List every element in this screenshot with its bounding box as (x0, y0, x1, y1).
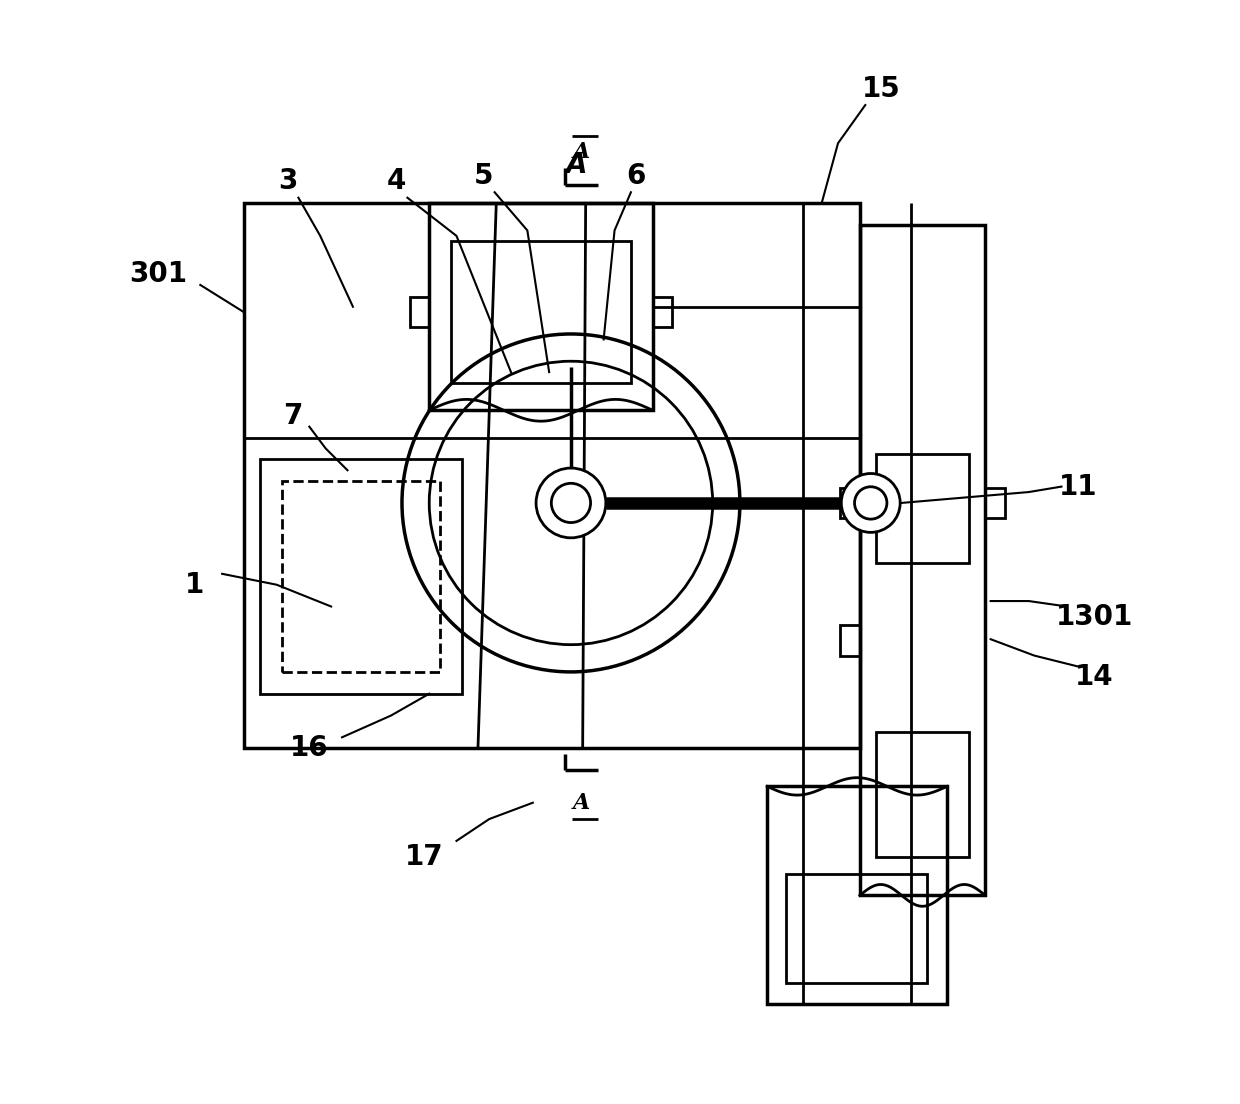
Bar (244, 203, 859, 749)
Text: A: A (573, 141, 590, 163)
Circle shape (552, 484, 590, 522)
Bar (877, 454, 968, 563)
Text: 6: 6 (626, 162, 646, 190)
Text: 4: 4 (387, 168, 407, 195)
Text: 3: 3 (278, 168, 298, 195)
Bar (986, 488, 1004, 518)
Circle shape (536, 468, 606, 538)
Text: A: A (573, 792, 590, 814)
Text: 15: 15 (862, 75, 901, 103)
Bar (409, 297, 429, 328)
Bar (841, 625, 859, 656)
Text: 14: 14 (1075, 664, 1114, 691)
Bar (768, 786, 947, 1005)
Bar (451, 242, 631, 383)
Text: 1301: 1301 (1055, 604, 1133, 631)
Bar (429, 203, 652, 411)
Circle shape (841, 474, 900, 532)
Bar (877, 732, 968, 857)
Text: 17: 17 (404, 843, 443, 871)
Text: 7: 7 (283, 402, 303, 429)
Bar (859, 225, 986, 895)
Text: 16: 16 (290, 734, 329, 762)
Bar (786, 873, 928, 983)
Text: A: A (565, 151, 588, 179)
Text: 301: 301 (129, 261, 187, 288)
Bar (260, 459, 463, 693)
Bar (652, 297, 672, 328)
Text: 1: 1 (185, 571, 205, 598)
Circle shape (854, 487, 887, 519)
Text: 5: 5 (474, 162, 494, 190)
Bar (841, 488, 859, 518)
Text: 11: 11 (1059, 473, 1097, 500)
Bar (281, 481, 440, 672)
